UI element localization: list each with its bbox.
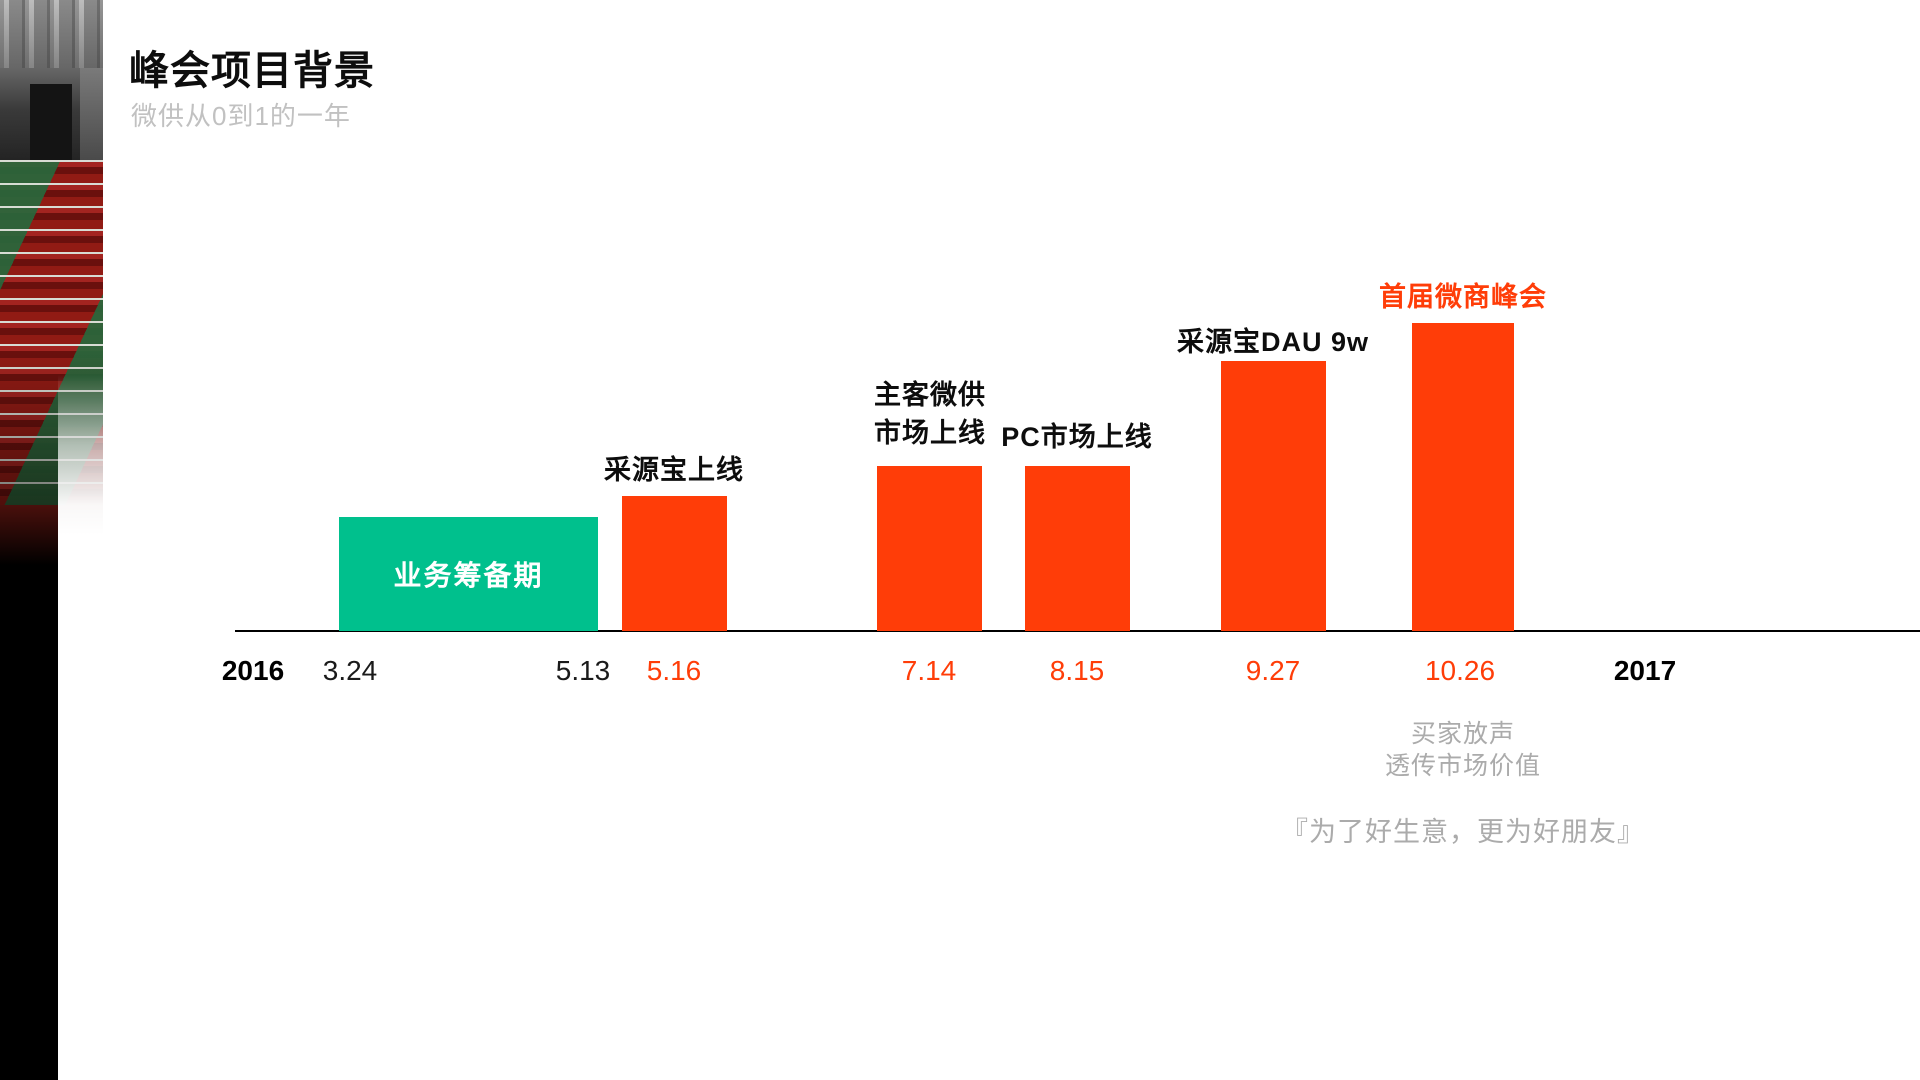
- axis-label-8-15: 8.15: [1049, 655, 1105, 686]
- doorway-photo-section: [0, 68, 103, 160]
- bar-8-15: [1025, 466, 1130, 631]
- annotation-zhuke-market-launch: 主客微供 市场上线: [874, 380, 986, 448]
- note-market-value: 透传市场价值: [1384, 752, 1542, 780]
- axis-label-3-24: 3.24: [322, 655, 378, 686]
- axis-label-10-26: 10.26: [1424, 655, 1496, 686]
- bar-10-26: [1412, 323, 1514, 631]
- annotation-pc-market-launch: PC市场上线: [1001, 422, 1153, 452]
- bar-preparation-label: 业务筹备期: [393, 560, 544, 591]
- axis-label-2016: 2016: [221, 655, 285, 686]
- stairs-photo: [0, 0, 103, 1080]
- note-buyers-voice: 买家放声: [1410, 720, 1516, 748]
- annotation-caiyuanbao-launch: 采源宝上线: [604, 455, 744, 485]
- bar-preparation-period: 业务筹备期: [339, 517, 598, 631]
- note-slogan-quote: 『为了好生意，更为好朋友』: [1281, 817, 1645, 847]
- bar-5-16: [622, 496, 727, 631]
- axis-label-7-14: 7.14: [901, 655, 957, 686]
- page-title: 峰会项目背景: [129, 49, 375, 93]
- page-subtitle: 微供从0到1的一年: [131, 101, 351, 131]
- annotation-caiyuanbao-dau: 采源宝DAU 9w: [1176, 327, 1370, 357]
- axis-label-5-13: 5.13: [555, 655, 611, 686]
- bar-7-14: [877, 466, 982, 631]
- annotation-first-summit: 首届微商峰会: [1379, 282, 1547, 312]
- axis-label-9-27: 9.27: [1245, 655, 1301, 686]
- photo-white-fade: [58, 375, 103, 1080]
- axis-label-5-16: 5.16: [646, 655, 702, 686]
- timeline-axis: [235, 630, 1920, 632]
- building-photo-section: [0, 0, 103, 68]
- axis-label-2017: 2017: [1613, 655, 1677, 686]
- bar-9-27: [1221, 361, 1326, 631]
